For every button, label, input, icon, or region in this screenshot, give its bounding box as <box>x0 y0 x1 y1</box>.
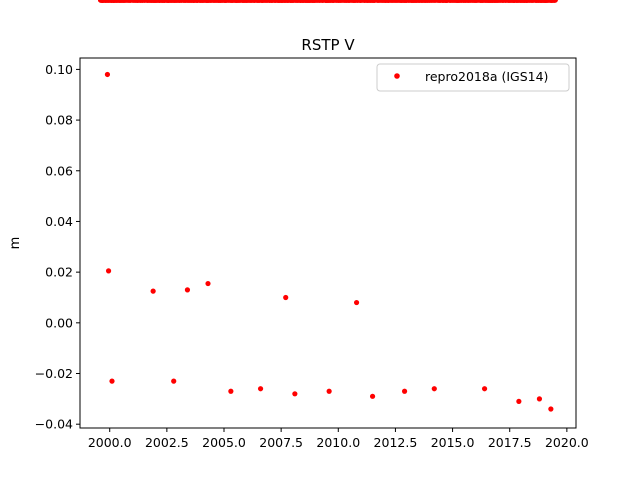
x-tick-label: 2020.0 <box>545 435 589 450</box>
x-tick-label: 2002.5 <box>145 435 189 450</box>
legend-marker <box>394 73 400 79</box>
data-point <box>185 287 190 292</box>
data-point <box>516 399 521 404</box>
y-tick-label: 0.02 <box>45 265 73 280</box>
y-tick-label: −0.02 <box>35 366 73 381</box>
x-tick-label: 2010.0 <box>316 435 360 450</box>
data-point <box>283 295 288 300</box>
y-tick-label: 0.04 <box>45 214 73 229</box>
data-point <box>205 281 210 286</box>
x-tick-label: 2007.5 <box>259 435 303 450</box>
chart-title: RSTP V <box>301 36 355 54</box>
y-axis-label: m <box>8 237 23 250</box>
x-tick-label: 2005.0 <box>202 435 246 450</box>
data-point <box>258 386 263 391</box>
data-point <box>537 396 542 401</box>
x-tick-label: 2017.5 <box>488 435 532 450</box>
x-tick-label: 2015.0 <box>431 435 475 450</box>
y-tick-label: 0.06 <box>45 163 73 178</box>
y-tick-label: 0.00 <box>45 315 73 330</box>
data-point <box>370 394 375 399</box>
data-point <box>292 391 297 396</box>
y-tick-label: 0.08 <box>45 113 73 128</box>
data-point <box>327 389 332 394</box>
x-tick-label: 2012.5 <box>374 435 418 450</box>
data-point <box>548 406 553 411</box>
data-point <box>151 289 156 294</box>
y-tick-label: 0.10 <box>45 62 73 77</box>
data-point <box>228 389 233 394</box>
x-tick-label: 2000.0 <box>88 435 132 450</box>
data-point <box>106 268 111 273</box>
data-point <box>354 300 359 305</box>
data-point <box>482 386 487 391</box>
data-point <box>402 389 407 394</box>
data-point <box>105 72 110 77</box>
y-tick-label: −0.04 <box>35 417 73 432</box>
data-point <box>109 379 114 384</box>
legend-label: repro2018a (IGS14) <box>425 69 548 84</box>
data-point <box>171 379 176 384</box>
data-point <box>432 386 437 391</box>
legend: repro2018a (IGS14) <box>377 64 569 91</box>
